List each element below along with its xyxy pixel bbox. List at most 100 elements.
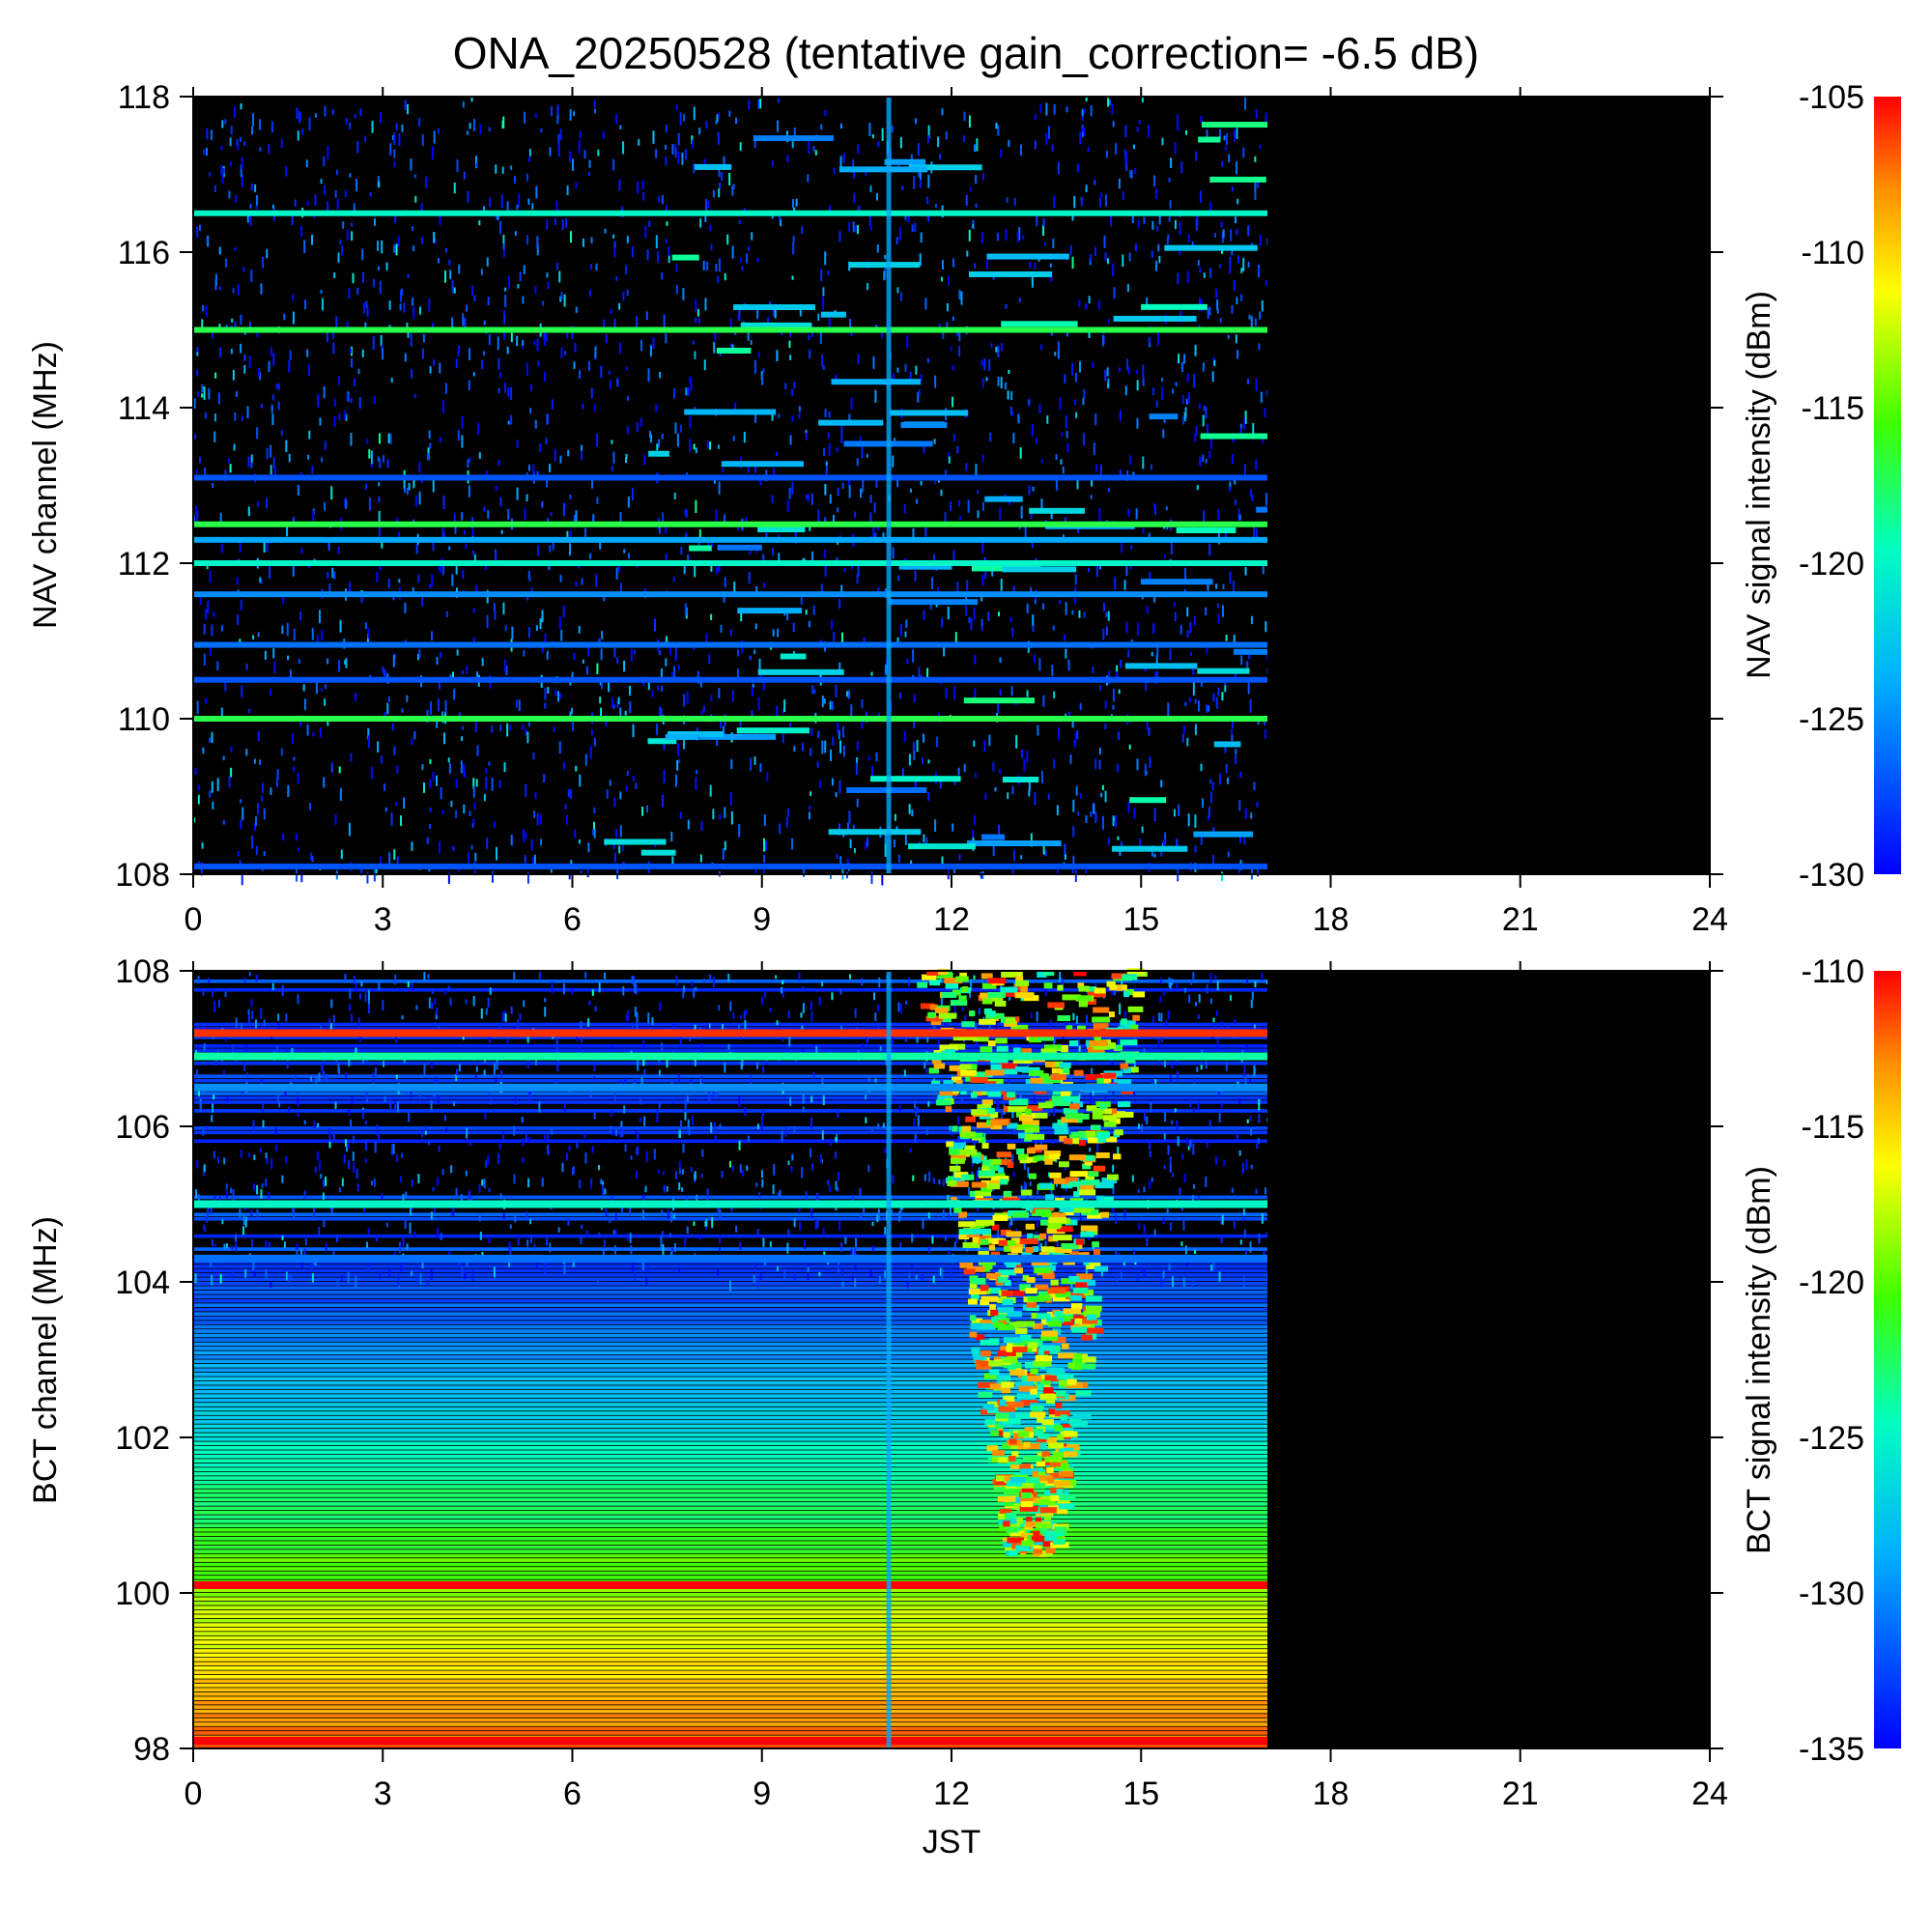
nav-speckle bbox=[549, 464, 552, 472]
bct-speckle bbox=[839, 988, 842, 995]
bct-speckle bbox=[318, 1226, 321, 1238]
nav-burst bbox=[757, 526, 806, 533]
nav-speckle bbox=[1197, 260, 1200, 267]
bct-speckle bbox=[878, 1276, 881, 1285]
bct-band bbox=[193, 1389, 1268, 1394]
bct-speckle bbox=[682, 1143, 685, 1153]
bct-band bbox=[193, 1441, 1268, 1446]
nav-speckle bbox=[1205, 607, 1208, 615]
bct-speckle bbox=[812, 1072, 815, 1079]
nav-speckle bbox=[503, 762, 506, 773]
nav-speckle bbox=[528, 148, 531, 156]
nav-speckle bbox=[1074, 399, 1077, 406]
bct-speckle bbox=[576, 1034, 579, 1041]
bct-speckle bbox=[877, 1123, 880, 1129]
bct-speckle bbox=[488, 1187, 491, 1193]
nav-speckle bbox=[1062, 466, 1065, 474]
nav-speckle bbox=[345, 117, 348, 125]
nav-speckle bbox=[1264, 621, 1267, 633]
nav-speckle bbox=[737, 649, 740, 657]
bct-speckle bbox=[874, 1078, 877, 1083]
bct-event-mark bbox=[1039, 1378, 1051, 1385]
nav-speckle bbox=[497, 336, 499, 351]
bct-band bbox=[193, 1593, 1268, 1597]
nav-burst bbox=[849, 262, 920, 269]
bct-speckle bbox=[598, 1232, 601, 1238]
nav-speckle bbox=[786, 612, 789, 621]
nav-speckle bbox=[283, 313, 286, 321]
nav-speckle bbox=[543, 774, 546, 783]
nav-speckle bbox=[1034, 599, 1037, 605]
nav-speckle bbox=[486, 838, 489, 849]
bct-speckle bbox=[447, 985, 450, 992]
nav-speckle bbox=[780, 218, 782, 227]
nav-speckle bbox=[830, 749, 833, 762]
bct-speckle bbox=[673, 1242, 676, 1252]
bct-speckle bbox=[367, 1000, 370, 1005]
bct-band bbox=[193, 1506, 1268, 1511]
nav-speckle bbox=[461, 435, 464, 448]
nav-speckle bbox=[1187, 234, 1190, 242]
nav-speckle bbox=[1044, 242, 1047, 246]
nav-speckle bbox=[499, 220, 502, 235]
bct-event-mark bbox=[1058, 1161, 1069, 1168]
nav-speckle bbox=[645, 311, 648, 321]
nav-speckle bbox=[650, 434, 653, 443]
nav-speckle bbox=[380, 111, 383, 124]
nav-speckle bbox=[575, 510, 578, 523]
nav-speckle bbox=[220, 145, 223, 151]
nav-speckle bbox=[415, 544, 418, 554]
nav-burst bbox=[689, 545, 712, 552]
nav-speckle bbox=[483, 793, 486, 802]
nav-speckle bbox=[856, 458, 859, 467]
bct-event-mark bbox=[945, 1106, 952, 1113]
nav-speckle bbox=[666, 221, 668, 226]
nav-speckle bbox=[475, 584, 478, 592]
nav-speckle bbox=[939, 779, 942, 789]
bct-speckle bbox=[449, 998, 452, 1006]
nav-speckle bbox=[773, 468, 776, 477]
bct-speckle bbox=[589, 1087, 592, 1098]
nav-speckle bbox=[1222, 583, 1225, 590]
bct-speckle bbox=[211, 1239, 213, 1247]
nav-speckle bbox=[567, 449, 570, 457]
bct-event-mark bbox=[1006, 1526, 1019, 1533]
nav-speckle bbox=[346, 393, 349, 401]
nav-speckle bbox=[1005, 303, 1008, 309]
bct-event-mark bbox=[1012, 970, 1023, 977]
nav-speckle bbox=[981, 454, 984, 463]
nav-speckle bbox=[559, 296, 562, 302]
nav-speckle bbox=[372, 278, 375, 288]
bct-speckle bbox=[1261, 972, 1264, 980]
bct-heatmap bbox=[193, 968, 1710, 1748]
bct-speckle bbox=[1193, 1184, 1196, 1189]
nav-speckle bbox=[360, 867, 363, 876]
nav-speckle bbox=[705, 198, 708, 212]
nav-speckle bbox=[931, 577, 934, 589]
bct-speckle bbox=[591, 989, 594, 996]
bct-speckle bbox=[230, 1187, 233, 1194]
bct-speckle bbox=[737, 1024, 740, 1032]
nav-speckle bbox=[436, 715, 439, 728]
nav-speckle bbox=[1174, 142, 1177, 155]
nav-speckle bbox=[1136, 380, 1139, 391]
bct-speckle bbox=[262, 1102, 265, 1113]
bct-speckle bbox=[561, 1162, 564, 1173]
nav-speckle bbox=[899, 292, 902, 301]
nav-speckle bbox=[1112, 121, 1115, 128]
bct-speckle bbox=[644, 1185, 647, 1193]
bct-speckle bbox=[465, 1170, 468, 1177]
bct-speckle bbox=[398, 1241, 401, 1254]
nav-speckle bbox=[1104, 700, 1107, 709]
nav-channel-line bbox=[193, 641, 1268, 648]
bct-speckle bbox=[818, 1272, 821, 1277]
nav-speckle bbox=[483, 506, 486, 512]
nav-speckle bbox=[1121, 840, 1123, 846]
bct-speckle bbox=[1086, 1014, 1089, 1025]
bct-event-mark bbox=[1093, 1023, 1109, 1030]
bct-speckle bbox=[976, 1038, 979, 1048]
nav-speckle bbox=[260, 283, 263, 295]
bct-speckle bbox=[717, 1204, 720, 1214]
nav-speckle bbox=[1042, 844, 1045, 855]
bct-speckle bbox=[689, 1033, 692, 1041]
